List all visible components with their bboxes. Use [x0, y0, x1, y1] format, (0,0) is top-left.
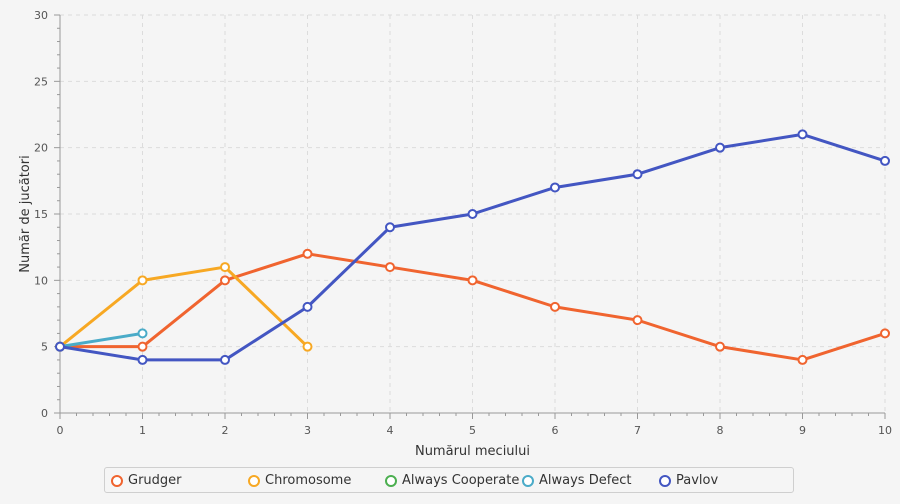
y-tick-label: 25 [34, 75, 48, 88]
y-tick-label: 15 [34, 208, 48, 221]
x-tick-label: 8 [717, 424, 724, 437]
pavlov-point[interactable] [55, 341, 65, 352]
chromosome-line [59, 265, 309, 348]
x-axis-title: Numărul meciului [415, 444, 530, 459]
y-tick-label: 20 [34, 142, 48, 155]
legend-item-always-cooperate[interactable]: Always Cooperate [385, 473, 519, 488]
pavlov-point[interactable] [302, 301, 313, 312]
grudger-point[interactable] [797, 354, 808, 365]
pavlov-point[interactable] [467, 209, 478, 219]
pavlov-point[interactable] [880, 155, 890, 166]
pavlov-point[interactable] [715, 142, 725, 153]
y-tick-label: 30 [34, 9, 48, 22]
grudger-point[interactable] [302, 248, 313, 259]
axes: 0 5 10 15 20 25 30 0 1 2 3 4 5 6 7 8 9 10 [34, 9, 892, 437]
x-tick-label: 5 [469, 424, 476, 437]
pavlov-point[interactable] [632, 169, 643, 180]
y-tick-label: 5 [41, 341, 48, 354]
chromosome-point[interactable] [302, 341, 313, 352]
grudger-point[interactable] [880, 328, 890, 339]
legend-label: Pavlov [676, 473, 719, 488]
legend-label: Grudger [128, 473, 182, 488]
y-axis-title: Număr de jucători [18, 155, 33, 272]
always-defect-point[interactable] [137, 328, 148, 339]
legend-marker-icon [659, 474, 671, 487]
x-tick-label: 0 [57, 424, 64, 437]
pavlov-point[interactable] [385, 222, 395, 233]
chromosome-point[interactable] [220, 262, 230, 273]
grid [60, 14, 886, 413]
legend: Grudger Chromosome Always Cooperate Always … [104, 467, 794, 493]
grudger-point[interactable] [137, 341, 148, 352]
legend-item-chromosome[interactable]: Chromosome [248, 473, 351, 488]
legend-item-grudger[interactable]: Grudger [111, 473, 182, 488]
pavlov-point[interactable] [797, 129, 808, 140]
grudger-point[interactable] [632, 315, 643, 326]
grudger-point[interactable] [550, 301, 560, 312]
pavlov-point[interactable] [137, 354, 148, 365]
legend-marker-icon [385, 474, 397, 487]
pavlov-point[interactable] [550, 182, 560, 193]
pavlov-point[interactable] [220, 354, 230, 365]
x-tick-label: 1 [139, 424, 146, 437]
grudger-point[interactable] [467, 275, 478, 286]
grudger-point[interactable] [385, 262, 395, 273]
x-tick-label: 6 [552, 424, 559, 437]
y-tick-label: 10 [34, 274, 48, 287]
always-defect-line [59, 331, 143, 349]
x-tick-label: 9 [799, 424, 806, 437]
legend-label: Chromosome [265, 473, 352, 488]
x-tick-label: 2 [222, 424, 229, 437]
grudger-point[interactable] [715, 341, 725, 352]
legend-item-always-defect[interactable]: Always Defect [522, 473, 632, 488]
grudger-point[interactable] [220, 275, 230, 286]
chromosome-point[interactable] [137, 275, 148, 286]
series-lines [55, 129, 890, 365]
y-tick-label: 0 [41, 407, 48, 420]
x-tick-label: 4 [387, 424, 394, 437]
legend-item-pavlov[interactable]: Pavlov [659, 473, 718, 488]
x-tick-label: 7 [634, 424, 641, 437]
legend-marker-icon [248, 474, 260, 487]
legend-marker-icon [522, 474, 534, 487]
legend-marker-icon [111, 474, 123, 487]
x-tick-label: 3 [304, 424, 311, 437]
legend-label: Always Defect [539, 473, 632, 488]
x-tick-label: 10 [878, 424, 892, 437]
legend-label: Always Cooperate [402, 473, 520, 488]
